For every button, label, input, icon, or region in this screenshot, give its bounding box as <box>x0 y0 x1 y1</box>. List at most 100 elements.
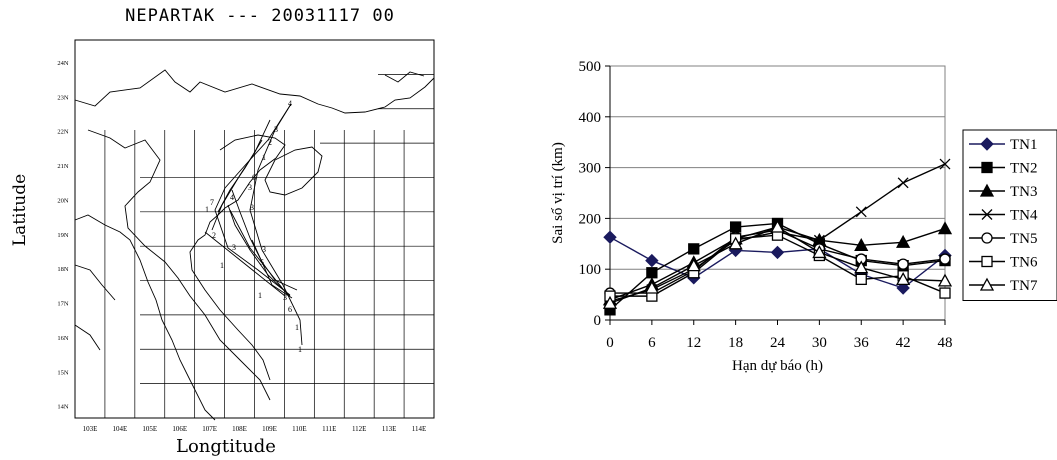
map-lat-tick: 21N <box>57 163 69 170</box>
chart-axes: 0 100 200 300 400 500 0 6 12 18 24 30 36 42 48 <box>579 59 953 351</box>
legend-item-tn7: TN7 <box>969 277 1038 294</box>
data-point <box>855 206 867 218</box>
svg-text:4: 4 <box>230 193 234 202</box>
svg-text:3: 3 <box>248 183 252 192</box>
chart-legend: TN1 TN2 TN3 TN4 TN5 TN6 TN7 <box>962 129 1057 301</box>
map-track-lines <box>204 103 303 346</box>
legend-box <box>962 129 1057 301</box>
x-tick-label: 12 <box>686 335 701 351</box>
svg-text:1: 1 <box>220 261 224 270</box>
legend-marker <box>980 137 994 151</box>
data-point <box>645 253 659 268</box>
map-lat-tick: 24N <box>57 60 69 67</box>
map-lat-lon-grid: 103E 104E 105E 106E 107E 108E 109E 110E 111E 112E… <box>57 39 435 433</box>
data-point <box>646 267 658 279</box>
svg-text:3: 3 <box>274 125 278 134</box>
data-point <box>770 245 785 260</box>
svg-text:7: 7 <box>210 198 214 207</box>
x-tick-label: 0 <box>606 335 614 351</box>
map-lat-tick: 20N <box>57 197 69 204</box>
map-lon-tick: 109E <box>262 425 277 433</box>
legend-label: TN3 <box>1010 184 1038 200</box>
map-lon-tick: 113E <box>382 425 397 433</box>
legend-marker <box>979 277 995 291</box>
legend-item-tn5: TN5 <box>969 231 1038 247</box>
map-lat-tick: 15N <box>57 369 69 376</box>
data-point <box>937 221 953 235</box>
data-point <box>728 236 743 250</box>
x-tick-label: 18 <box>728 335 743 351</box>
x-tick-label: 36 <box>854 335 870 351</box>
data-point <box>770 219 785 233</box>
y-tick-label: 200 <box>579 211 602 227</box>
y-tick-label: 300 <box>579 161 602 177</box>
legend-marker <box>981 232 993 244</box>
data-point <box>937 273 953 287</box>
data-point <box>896 272 911 286</box>
map-coastline <box>74 69 435 421</box>
map-lon-tick: 112E <box>352 425 367 433</box>
map-lon-tick: 104E <box>112 425 127 433</box>
legend-label: TN7 <box>1010 278 1038 294</box>
map-lon-tick: 108E <box>232 425 247 433</box>
svg-text:1: 1 <box>298 345 302 354</box>
y-tick-label: 500 <box>579 59 602 75</box>
x-tick-label: 6 <box>648 335 656 351</box>
x-tick-label: 42 <box>896 335 911 351</box>
chart-series <box>602 158 953 316</box>
legend-item-tn2: TN2 <box>969 161 1038 177</box>
data-point <box>854 237 869 251</box>
map-lat-tick: 16N <box>57 335 69 342</box>
legend-label: TN2 <box>1010 161 1038 177</box>
map-title: NEPARTAK --- 20031117 00 <box>125 6 395 26</box>
map-lon-tick: 106E <box>172 425 187 433</box>
data-point <box>939 253 951 265</box>
legend-marker <box>981 161 993 174</box>
map-lon-tick: 114E <box>412 425 427 433</box>
y-tick-label: 0 <box>594 313 602 329</box>
data-point <box>897 177 909 189</box>
map-lon-tick: 110E <box>292 425 307 433</box>
svg-text:1: 1 <box>258 291 262 300</box>
svg-text:4: 4 <box>288 99 292 108</box>
map-lat-tick: 23N <box>57 94 69 101</box>
map-lat-tick: 14N <box>57 404 69 411</box>
data-point <box>602 295 618 309</box>
legend-marker <box>981 209 993 220</box>
svg-text:6: 6 <box>252 173 256 182</box>
data-point <box>939 158 951 170</box>
error-chart-panel: 0 100 200 300 400 500 0 6 12 18 24 30 36 42 48 TN1 TN2 T… <box>540 50 1057 410</box>
map-lon-tick: 103E <box>83 425 98 433</box>
svg-text:2: 2 <box>268 138 272 147</box>
legend-label: TN5 <box>1010 231 1038 247</box>
legend-label: TN6 <box>1010 255 1038 271</box>
data-point <box>644 280 659 294</box>
data-point <box>603 230 617 244</box>
legend-label: TN1 <box>1010 137 1038 153</box>
map-lon-tick: 105E <box>142 425 157 433</box>
legend-item-tn3: TN3 <box>969 183 1038 200</box>
map-lon-tick: 111E <box>322 425 336 433</box>
svg-text:6: 6 <box>288 305 292 314</box>
svg-text:3: 3 <box>250 203 254 212</box>
data-point <box>813 234 825 246</box>
legend-item-tn4: TN4 <box>969 208 1038 224</box>
svg-text:2: 2 <box>212 231 216 240</box>
x-tick-label: 24 <box>770 335 786 351</box>
data-point <box>854 260 869 274</box>
map-track-markers: 432 163 311 712 131 365 34 <box>205 99 302 354</box>
data-point <box>688 243 700 255</box>
legend-item-tn6: TN6 <box>969 255 1038 271</box>
map-lat-tick: 19N <box>57 232 69 239</box>
data-point <box>939 287 951 299</box>
svg-text:1: 1 <box>205 205 209 214</box>
data-point <box>686 258 701 272</box>
svg-text:1: 1 <box>262 153 266 162</box>
y-tick-label: 400 <box>579 110 602 126</box>
map-lat-tick: 22N <box>57 129 69 136</box>
svg-text:3: 3 <box>262 245 266 254</box>
map-lat-tick: 18N <box>57 266 69 273</box>
legend-marker <box>981 255 993 268</box>
legend-marker <box>979 183 995 197</box>
track-map: 103E 104E 105E 106E 107E 108E 109E 110E 111E 112E… <box>57 39 435 433</box>
